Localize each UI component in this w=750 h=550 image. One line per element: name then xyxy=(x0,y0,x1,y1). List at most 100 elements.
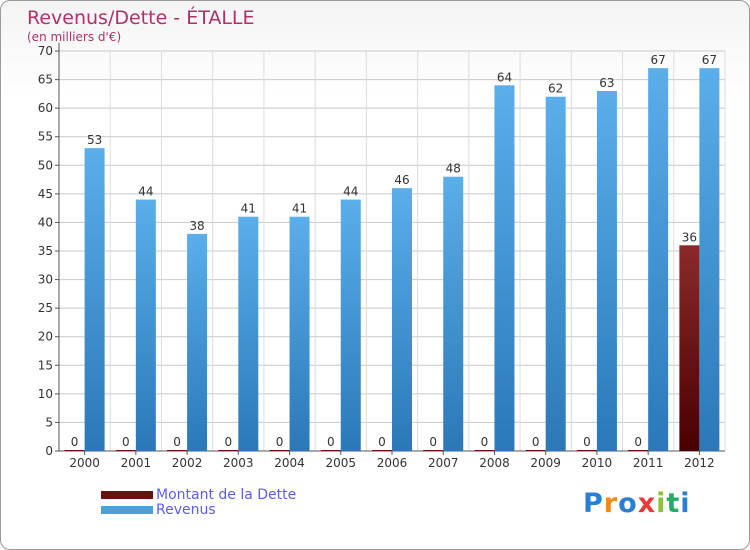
label-dette-2010: 0 xyxy=(583,435,591,449)
y-tick-label: 60 xyxy=(38,101,53,115)
bar-dette-2001 xyxy=(115,450,136,451)
bar-revenus-2003 xyxy=(238,216,259,451)
bar-revenus-2009 xyxy=(545,96,566,451)
x-tick-label: 2009 xyxy=(530,456,561,470)
label-dette-2005: 0 xyxy=(327,435,335,449)
legend-swatch-revenus xyxy=(101,505,153,514)
bar-revenus-2000 xyxy=(84,148,105,451)
bar-dette-2012 xyxy=(679,245,700,451)
y-tick-label: 20 xyxy=(38,330,53,344)
label-revenus-2010: 63 xyxy=(599,76,614,90)
logo-letter: P xyxy=(583,488,604,519)
x-tick-label: 2008 xyxy=(479,456,510,470)
y-tick-label: 0 xyxy=(45,444,53,458)
x-tick-label: 2004 xyxy=(274,456,305,470)
legend-swatch-dette xyxy=(101,490,153,499)
x-tick-label: 2012 xyxy=(684,456,715,470)
label-revenus-2007: 48 xyxy=(446,162,461,176)
label-dette-2004: 0 xyxy=(276,435,284,449)
y-tick-label: 5 xyxy=(45,415,53,429)
x-tick-label: 2001 xyxy=(121,456,152,470)
bar-revenus-2006 xyxy=(392,188,412,451)
bar-revenus-2008 xyxy=(494,85,515,452)
bar-revenus-2007 xyxy=(443,176,464,451)
label-revenus-2004: 41 xyxy=(292,202,307,216)
bar-dette-2003 xyxy=(218,450,239,451)
x-tick-label: 2011 xyxy=(633,456,664,470)
logo-letter: i xyxy=(656,488,667,519)
y-tick-label: 35 xyxy=(38,244,53,258)
label-revenus-2006: 46 xyxy=(394,173,409,187)
bars xyxy=(64,68,720,452)
chart-subtitle: (en milliers d'€) xyxy=(27,30,122,44)
y-tick-label: 50 xyxy=(38,158,53,172)
bar-revenus-2011 xyxy=(648,68,669,452)
label-revenus-2008: 64 xyxy=(497,70,512,84)
logo-letter: r xyxy=(603,488,619,519)
bar-dette-2009 xyxy=(525,450,546,451)
proxiti-logo: Proxiti xyxy=(583,488,691,519)
logo-letter: x xyxy=(637,488,657,519)
bar-revenus-2012 xyxy=(699,68,720,452)
y-tick-label: 55 xyxy=(38,130,53,144)
label-dette-2001: 0 xyxy=(122,435,130,449)
label-dette-2003: 0 xyxy=(224,435,232,449)
y-tick-label: 70 xyxy=(38,44,53,58)
chart-title: Revenus/Dette - ÉTALLE xyxy=(27,7,255,29)
bar-revenus-2010 xyxy=(596,91,617,451)
bar-revenus-2001 xyxy=(135,199,156,451)
legend: Montant de la Dette Revenus xyxy=(101,486,297,518)
label-revenus-2011: 67 xyxy=(651,53,666,67)
bar-dette-2006 xyxy=(372,450,392,451)
label-dette-2009: 0 xyxy=(532,435,540,449)
x-tick-label: 2002 xyxy=(172,456,203,470)
y-tick-label: 45 xyxy=(38,187,53,201)
label-dette-2006: 0 xyxy=(378,435,386,449)
bar-dette-2007 xyxy=(423,450,444,451)
bar-dette-2011 xyxy=(628,450,649,451)
bar-revenus-2005 xyxy=(340,199,361,451)
legend-label-dette: Montant de la Dette xyxy=(156,486,297,503)
label-dette-2002: 0 xyxy=(173,435,181,449)
bar-revenus-2004 xyxy=(289,216,310,451)
label-dette-2012: 36 xyxy=(682,230,697,244)
y-tick-label: 65 xyxy=(38,73,53,87)
x-tick-label: 2005 xyxy=(325,456,356,470)
y-tick-label: 30 xyxy=(38,273,53,287)
y-tick-label: 25 xyxy=(38,301,53,315)
label-dette-2007: 0 xyxy=(429,435,437,449)
x-tick-label: 2007 xyxy=(428,456,459,470)
bar-dette-2010 xyxy=(576,450,597,451)
label-revenus-2009: 62 xyxy=(548,82,563,96)
label-dette-2000: 0 xyxy=(71,435,79,449)
logo-letter: t xyxy=(666,488,681,519)
bar-dette-2008 xyxy=(474,450,495,451)
legend-label-revenus: Revenus xyxy=(156,501,216,518)
label-revenus-2005: 44 xyxy=(343,185,358,199)
label-revenus-2012: 67 xyxy=(702,53,717,67)
x-tick-label: 2006 xyxy=(377,456,408,470)
y-tick-label: 40 xyxy=(38,215,53,229)
label-dette-2011: 0 xyxy=(634,435,642,449)
label-revenus-2002: 38 xyxy=(189,219,204,233)
bar-dette-2000 xyxy=(64,450,85,451)
bar-revenus-2002 xyxy=(187,233,208,451)
bar-dette-2005 xyxy=(320,450,341,451)
label-dette-2008: 0 xyxy=(481,435,489,449)
y-tick-label: 10 xyxy=(38,387,53,401)
logo-letter: o xyxy=(618,488,638,519)
legend-item-dette: Montant de la Dette xyxy=(101,486,297,503)
y-tick-label: 15 xyxy=(38,358,53,372)
data-labels: 0 0 0 0 0 0 0 0 0 0 0 0 36 53 44 38 41 41 44 46 48 64 62 63 67 67 xyxy=(71,53,717,449)
x-tick-label: 2000 xyxy=(69,456,100,470)
legend-item-revenus: Revenus xyxy=(101,501,296,518)
logo-letter: i xyxy=(680,488,691,519)
bar-dette-2002 xyxy=(167,450,188,451)
bar-dette-2004 xyxy=(269,450,290,451)
label-revenus-2000: 53 xyxy=(87,133,102,147)
label-revenus-2001: 44 xyxy=(138,185,153,199)
x-tick-label: 2010 xyxy=(582,456,613,470)
label-revenus-2003: 41 xyxy=(241,202,256,216)
